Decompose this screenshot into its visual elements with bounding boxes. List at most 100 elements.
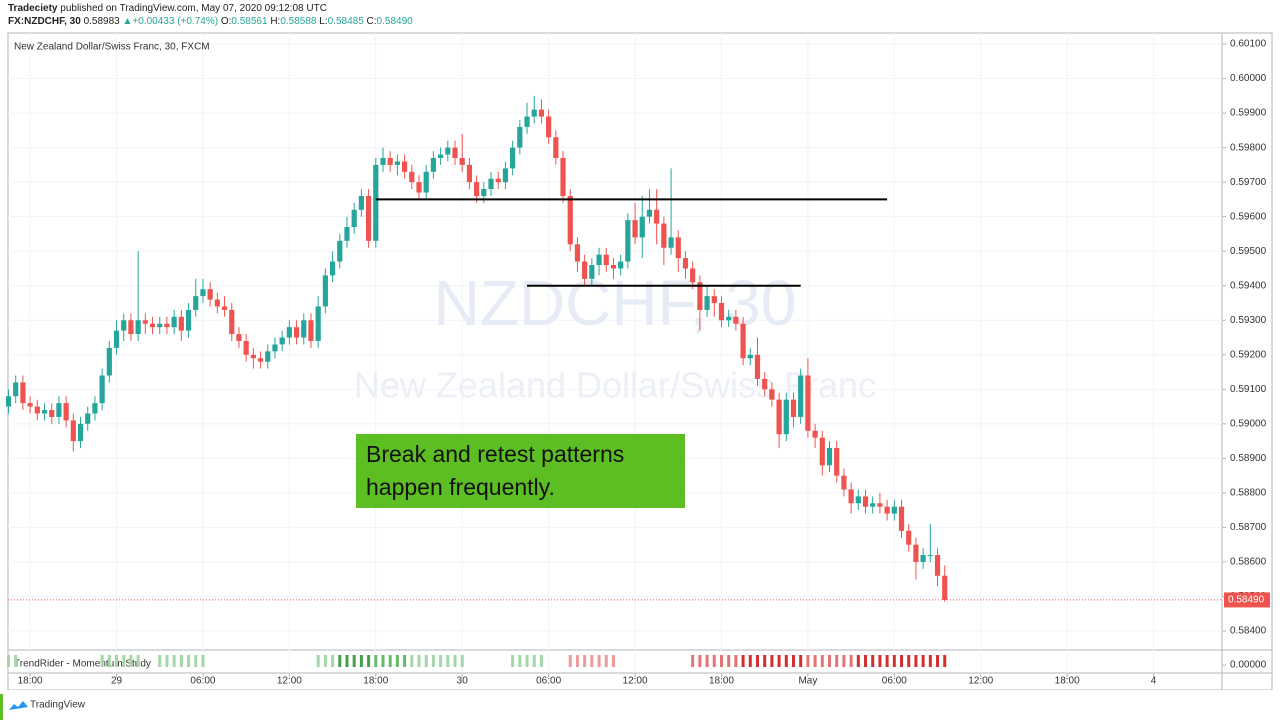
momentum-bar: [856, 655, 860, 667]
momentum-bar: [943, 655, 947, 667]
candle-body: [452, 147, 458, 158]
x-tick-label: 06:00: [536, 676, 561, 687]
candle-body: [286, 327, 292, 338]
candle-body: [582, 261, 588, 279]
candle-body: [128, 320, 134, 335]
candle-body: [596, 254, 602, 266]
candle-body: [826, 448, 833, 466]
momentum-bar: [719, 655, 723, 667]
y-tick-label: 0.59700: [1230, 177, 1267, 188]
momentum-bar: [727, 655, 731, 667]
y-tick-label: 0.58700: [1230, 522, 1267, 533]
candle-body: [178, 316, 184, 331]
momentum-bar: [352, 655, 356, 667]
momentum-bar: [446, 655, 450, 667]
y-tick-label: 0.60000: [1230, 73, 1267, 84]
candle-body: [99, 375, 105, 404]
candle-body: [877, 503, 883, 507]
x-tick-label: 12:00: [968, 676, 993, 687]
candle-body: [430, 157, 437, 172]
momentum-bar: [194, 655, 198, 667]
momentum-bar: [165, 655, 169, 667]
legend: New Zealand Dollar/Swiss Franc, 30, FXCM: [14, 42, 210, 53]
y-tick-label: 0.59300: [1230, 315, 1267, 326]
momentum-bar: [741, 655, 745, 667]
x-tick-label: 18:00: [363, 676, 388, 687]
candle-body: [747, 354, 753, 359]
momentum-bar: [431, 655, 435, 667]
momentum-bar: [813, 655, 817, 667]
candle-body: [337, 240, 343, 262]
momentum-bar: [820, 655, 824, 667]
momentum-bar: [907, 655, 911, 667]
candle-body: [121, 320, 127, 331]
candle-body: [704, 296, 710, 310]
momentum-bar: [698, 655, 702, 667]
momentum-bar: [7, 655, 11, 667]
y-tick-label: 0.59500: [1230, 246, 1267, 257]
momentum-bar: [100, 655, 104, 667]
x-tick-label: 18:00: [18, 676, 43, 687]
momentum-bar: [936, 655, 940, 667]
candle-body: [438, 154, 444, 158]
x-tick-label: 06:00: [190, 676, 215, 687]
momentum-bar: [611, 655, 615, 667]
candle-body: [776, 399, 782, 435]
brand: TradingView: [30, 700, 86, 711]
candle-body: [135, 320, 141, 335]
candle-body: [942, 575, 948, 600]
candle-body: [733, 316, 739, 324]
candle-body: [149, 323, 156, 328]
momentum-bar: [201, 655, 205, 667]
footer: TradingView: [0, 694, 86, 720]
candle-body: [164, 323, 170, 328]
author: Tradeciety: [8, 3, 58, 14]
momentum-bar: [115, 655, 119, 667]
momentum-bar: [583, 655, 587, 667]
candle-body: [682, 258, 689, 269]
x-tick-label: 4: [1151, 676, 1157, 687]
candle-body: [668, 237, 674, 248]
candle-body: [13, 382, 19, 397]
candle-body: [913, 544, 919, 562]
momentum-bar: [374, 655, 378, 667]
y-tick-label: 0.58600: [1230, 557, 1267, 568]
candle-body: [243, 340, 249, 355]
candle-body: [34, 406, 40, 414]
momentum-bar: [885, 655, 889, 667]
candle-body: [675, 237, 681, 259]
indicator-tick-label: 0.00000: [1230, 660, 1267, 671]
frame: [7, 32, 1273, 690]
candle-body: [20, 382, 26, 404]
candle-body: [574, 244, 581, 262]
candle-body: [495, 178, 501, 183]
candle-body: [769, 389, 775, 400]
candle-body: [646, 209, 653, 217]
candle-body: [27, 403, 33, 407]
momentum-bar: [532, 655, 536, 667]
candle-body: [848, 489, 854, 504]
momentum-bar: [755, 655, 759, 667]
momentum-bar: [417, 655, 421, 667]
momentum-bar: [878, 655, 882, 667]
candle-body: [459, 157, 465, 165]
candle-body: [884, 506, 890, 514]
momentum-bar: [835, 655, 839, 667]
candle-body: [373, 164, 379, 241]
momentum-bar: [604, 655, 608, 667]
candle-body: [250, 354, 256, 359]
momentum-bar: [331, 655, 335, 667]
momentum-bar: [345, 655, 349, 667]
candle-body: [898, 506, 905, 531]
momentum-bar: [842, 655, 846, 667]
momentum-bar: [777, 655, 781, 667]
momentum-bar: [179, 655, 183, 667]
candle-body: [113, 330, 120, 348]
momentum-bar: [597, 655, 601, 667]
candle-body: [301, 320, 307, 338]
momentum-bar: [712, 655, 716, 667]
momentum-bar: [871, 655, 875, 667]
candle-body: [329, 261, 336, 276]
candle-body: [257, 358, 264, 362]
